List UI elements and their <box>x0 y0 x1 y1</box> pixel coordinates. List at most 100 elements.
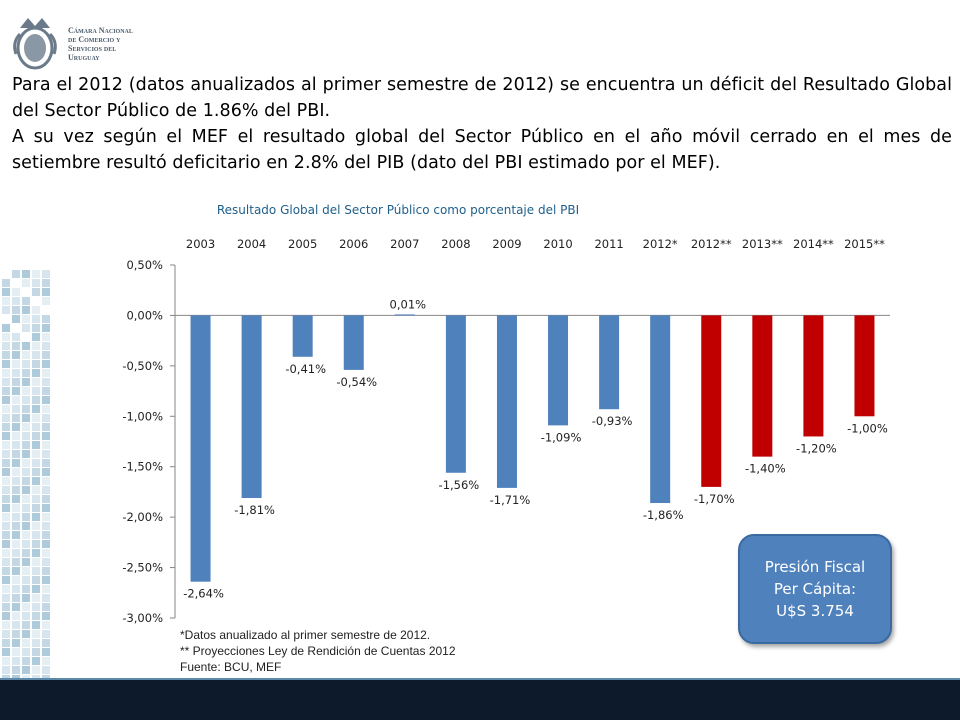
decorative-square <box>12 504 20 512</box>
callout-line: Presión Fiscal <box>764 558 866 576</box>
decorative-square <box>42 495 50 503</box>
decorative-square <box>32 648 40 656</box>
decorative-square <box>32 459 40 467</box>
category-label: 2015** <box>844 237 885 251</box>
decorative-square <box>2 657 10 665</box>
decorative-square <box>12 594 20 602</box>
chamber-name: Cámara Nacional de Comercio y Servicios … <box>68 26 158 62</box>
decorative-square <box>42 486 50 494</box>
category-label: 2011 <box>594 237 623 251</box>
decorative-square <box>12 315 20 323</box>
decorative-square <box>22 522 30 530</box>
decorative-square <box>2 540 10 548</box>
decorative-square <box>22 324 30 332</box>
bar <box>394 314 415 316</box>
decorative-square <box>22 306 30 314</box>
decorative-square <box>42 630 50 638</box>
decorative-square <box>32 342 40 350</box>
bar <box>599 315 620 410</box>
decorative-square <box>22 594 30 602</box>
decorative-square <box>2 513 10 521</box>
decorative-square <box>12 441 20 449</box>
decorative-square <box>42 612 50 620</box>
decorative-square <box>12 630 20 638</box>
category-label: 2012** <box>691 237 732 251</box>
decorative-square <box>42 423 50 431</box>
decorative-square <box>2 351 10 359</box>
decorative-square <box>12 297 20 305</box>
decorative-square <box>2 621 10 629</box>
decorative-square <box>2 594 10 602</box>
decorative-square <box>12 306 20 314</box>
decorative-square <box>2 396 10 404</box>
decorative-square <box>22 342 30 350</box>
decorative-square <box>42 324 50 332</box>
bar-value-label: -1,56% <box>439 478 480 492</box>
bar <box>496 315 517 488</box>
decorative-square <box>32 540 40 548</box>
decorative-square <box>12 468 20 476</box>
decorative-square <box>22 468 30 476</box>
decorative-square <box>42 585 50 593</box>
decorative-square <box>12 432 20 440</box>
decorative-square <box>2 486 10 494</box>
bar <box>292 315 313 357</box>
bar-value-label: -1,00% <box>847 421 888 435</box>
decorative-square <box>12 378 20 386</box>
bar-value-label: -1,70% <box>694 492 735 506</box>
logo-line: de Comercio y <box>68 35 121 44</box>
decorative-square <box>12 549 20 557</box>
decorative-square <box>2 468 10 476</box>
footer-bar <box>0 680 960 720</box>
decorative-square <box>2 288 10 296</box>
decorative-square <box>22 378 30 386</box>
decorative-square <box>12 486 20 494</box>
decorative-square <box>12 621 20 629</box>
decorative-square <box>42 414 50 422</box>
bar-value-label: -2,64% <box>183 587 224 601</box>
decorative-square <box>42 666 50 674</box>
bar <box>752 315 773 457</box>
decorative-square <box>42 477 50 485</box>
decorative-square <box>2 297 10 305</box>
decorative-square <box>32 522 40 530</box>
decorative-square <box>32 576 40 584</box>
decorative-square <box>22 495 30 503</box>
decorative-square <box>2 648 10 656</box>
decorative-square <box>2 576 10 584</box>
decorative-square <box>2 612 10 620</box>
decorative-square <box>2 603 10 611</box>
decorative-square <box>32 387 40 395</box>
decorative-square <box>12 351 20 359</box>
decorative-square <box>12 576 20 584</box>
decorative-square <box>2 342 10 350</box>
decorative-square <box>42 315 50 323</box>
intro-paragraph: A su vez según el MEF el resultado globa… <box>12 127 952 173</box>
decorative-square <box>22 414 30 422</box>
decorative-square <box>42 450 50 458</box>
decorative-square <box>42 270 50 278</box>
decorative-square <box>42 576 50 584</box>
category-label: 2008 <box>441 237 470 251</box>
decorative-square <box>42 279 50 287</box>
logo-line: Cámara Nacional <box>68 26 133 35</box>
decorative-square <box>32 594 40 602</box>
category-label: 2010 <box>543 237 572 251</box>
decorative-square <box>42 468 50 476</box>
category-label: 2004 <box>237 237 266 251</box>
bar <box>548 315 569 426</box>
chart-notes: *Datos anualizado al primer semestre de … <box>180 627 456 675</box>
decorative-square <box>12 414 20 422</box>
bar-value-label: -1,81% <box>234 503 275 517</box>
decorative-square <box>22 486 30 494</box>
decorative-square <box>42 441 50 449</box>
decorative-square <box>32 657 40 665</box>
decorative-square <box>22 315 30 323</box>
decorative-square <box>32 513 40 521</box>
decorative-square <box>42 297 50 305</box>
y-tick-label: -1,00% <box>122 409 163 423</box>
y-tick-label: 0,00% <box>126 308 163 322</box>
decorative-square <box>42 405 50 413</box>
decorative-square <box>32 360 40 368</box>
decorative-square <box>22 657 30 665</box>
